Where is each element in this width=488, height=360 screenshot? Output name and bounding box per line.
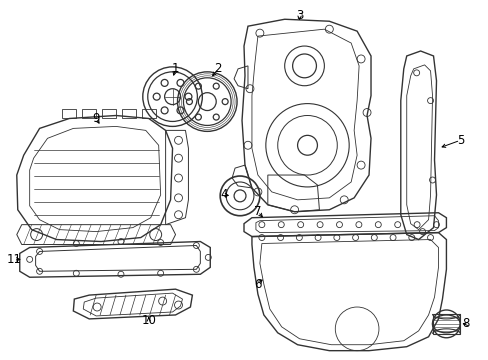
Text: 3: 3 [295, 9, 303, 22]
Text: 6: 6 [254, 278, 261, 291]
Text: 9: 9 [92, 112, 100, 125]
Text: 11: 11 [6, 253, 21, 266]
Text: 5: 5 [456, 134, 463, 147]
Text: 7: 7 [254, 205, 261, 218]
Text: 2: 2 [214, 62, 222, 75]
Text: 1: 1 [171, 62, 179, 75]
Text: 8: 8 [462, 318, 469, 330]
Text: 4: 4 [220, 188, 227, 201]
Text: 10: 10 [141, 314, 156, 327]
